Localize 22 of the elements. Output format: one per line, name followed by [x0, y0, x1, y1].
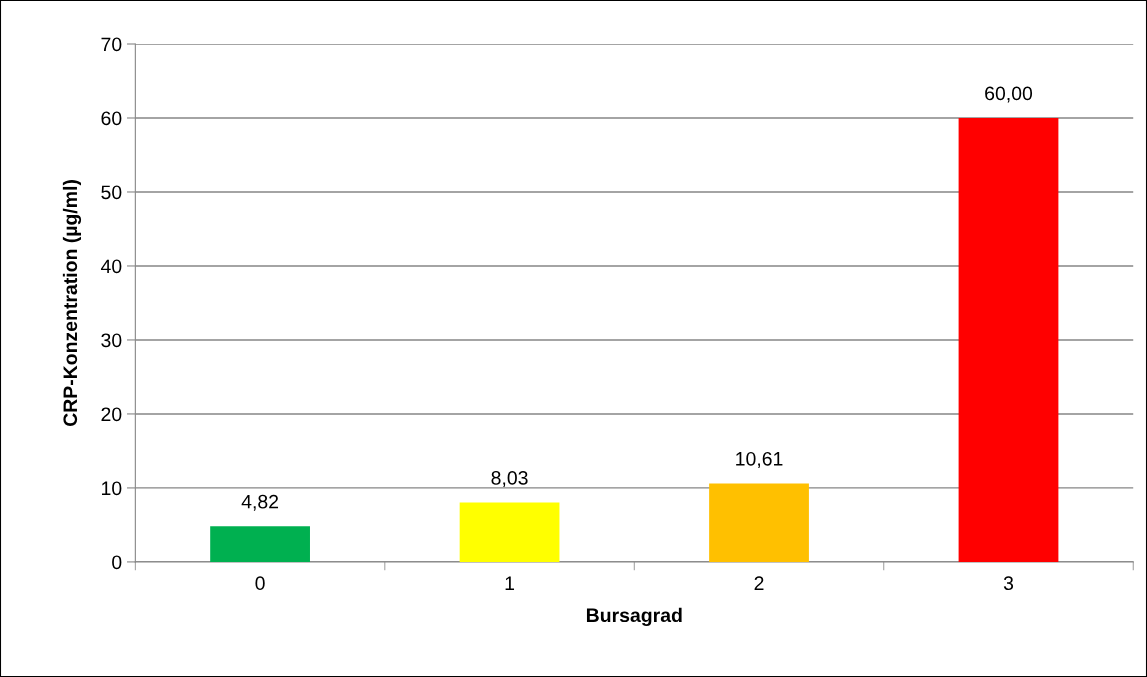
y-tick-label: 10	[102, 481, 122, 496]
x-tick-label: 0	[255, 576, 265, 591]
data-label: 60,00	[985, 86, 1033, 103]
y-tick-label: 60	[101, 111, 122, 126]
y-tick-label: 30	[101, 333, 122, 348]
x-tick-label: 1	[505, 576, 515, 590]
bar	[459, 502, 560, 562]
x-tick-label: 2	[754, 576, 764, 590]
bar	[958, 117, 1059, 562]
y-tick-label: 0	[112, 555, 122, 570]
bar	[210, 526, 310, 562]
x-tick-label: 3	[1003, 576, 1014, 591]
y-tick-label: 40	[100, 259, 122, 274]
data-label: 10,61	[736, 451, 783, 468]
x-axis-title: Bursagrad	[586, 607, 682, 627]
data-label: 8,03	[491, 471, 528, 488]
y-axis-title: CRP-Konzentration (µg/ml)	[62, 180, 82, 427]
bar	[709, 483, 809, 562]
y-tick-label: 20	[101, 407, 122, 422]
data-label: 4,82	[241, 494, 279, 511]
y-tick-label: 50	[101, 185, 122, 200]
y-tick-label: 70	[101, 37, 122, 52]
